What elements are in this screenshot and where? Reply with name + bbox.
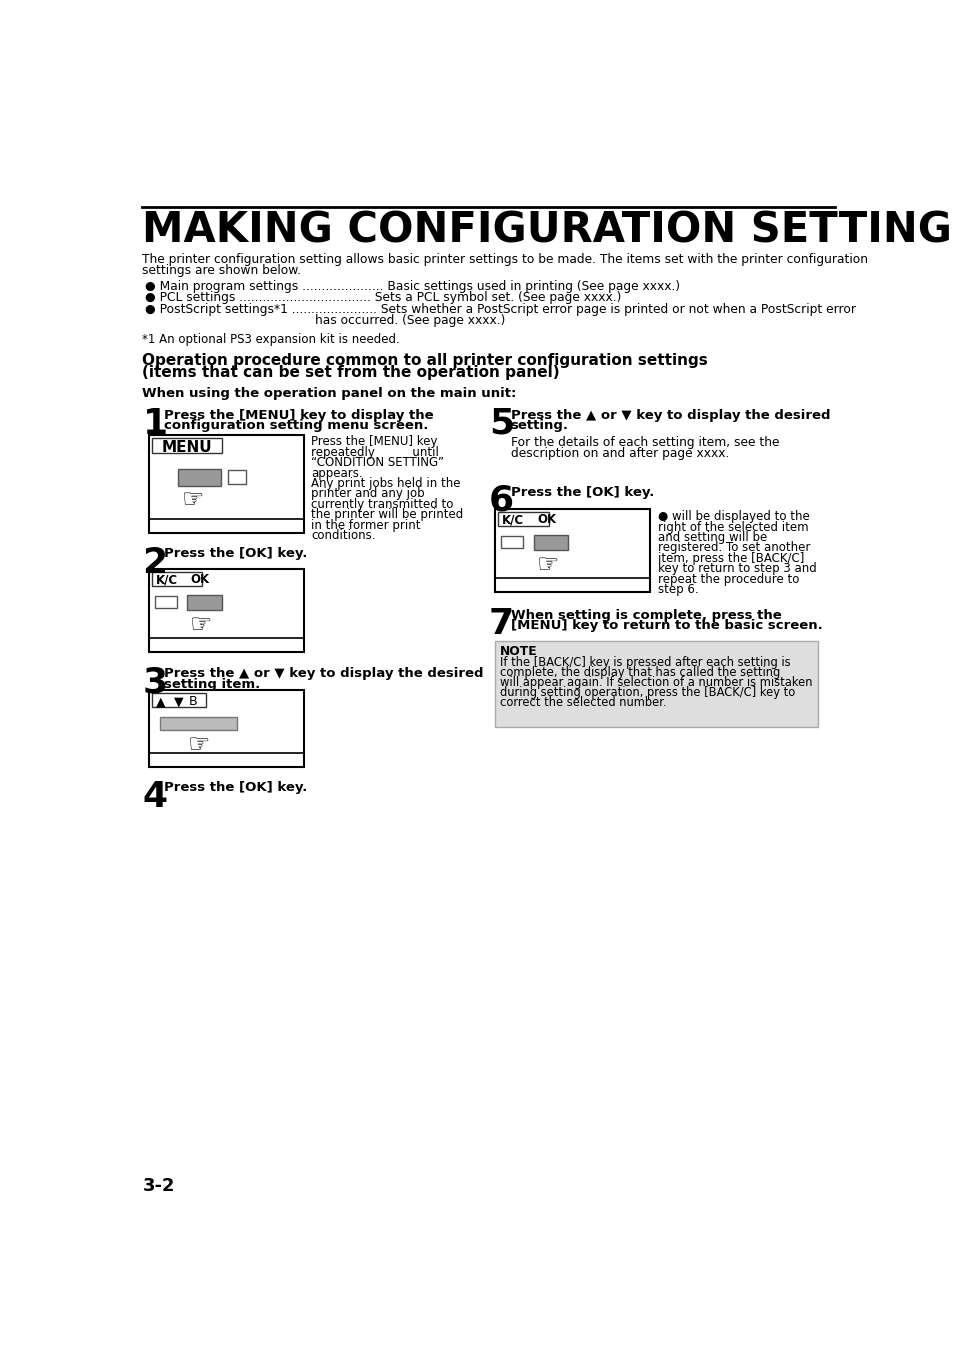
Text: complete, the display that has called the setting: complete, the display that has called th…: [499, 666, 780, 680]
Text: ● PostScript settings*1 ...................... Sets whether a PostScript error p: ● PostScript settings*1 ................…: [145, 303, 855, 316]
Text: during setting operation, press the [BACK/C] key to: during setting operation, press the [BAC…: [499, 686, 794, 700]
Text: ☞: ☞: [537, 554, 558, 577]
Text: (items that can be set from the operation panel): (items that can be set from the operatio…: [142, 365, 559, 381]
Bar: [534, 535, 567, 550]
Text: description on and after page xxxx.: description on and after page xxxx.: [510, 447, 728, 461]
Text: settings are shown below.: settings are shown below.: [142, 263, 301, 277]
Text: step 6.: step 6.: [658, 582, 698, 596]
Text: OK: OK: [537, 513, 556, 527]
Text: has occurred. (See page xxxx.): has occurred. (See page xxxx.): [315, 313, 505, 327]
Text: Press the [OK] key.: Press the [OK] key.: [164, 547, 307, 561]
Text: If the [BACK/C] key is pressed after each setting is: If the [BACK/C] key is pressed after eac…: [499, 657, 790, 670]
Bar: [149, 690, 303, 767]
Text: Operation procedure common to all printer configuration settings: Operation procedure common to all printe…: [142, 353, 707, 367]
Bar: [495, 642, 817, 727]
Text: Press the ▲ or ▼ key to display the desired: Press the ▲ or ▼ key to display the desi…: [510, 408, 829, 422]
Text: 6: 6: [488, 484, 514, 517]
Bar: [178, 469, 220, 485]
Text: NOTE: NOTE: [499, 644, 537, 658]
Bar: [495, 508, 649, 592]
Text: setting.: setting.: [510, 419, 568, 432]
Text: 5: 5: [488, 407, 514, 440]
Bar: [228, 470, 246, 484]
Text: MENU: MENU: [161, 440, 212, 455]
Text: B: B: [189, 694, 197, 708]
Bar: [152, 438, 221, 453]
Text: When setting is complete, press the: When setting is complete, press the: [510, 609, 781, 621]
Text: ☞: ☞: [188, 734, 210, 758]
Text: appears.: appears.: [311, 466, 363, 480]
Text: MAKING CONFIGURATION SETTING: MAKING CONFIGURATION SETTING: [142, 209, 951, 251]
Text: Press the [OK] key.: Press the [OK] key.: [510, 485, 654, 499]
Text: in the former print: in the former print: [311, 519, 420, 532]
Bar: [159, 716, 236, 731]
Text: the printer will be printed: the printer will be printed: [311, 508, 463, 521]
Bar: [149, 569, 303, 651]
Text: registered. To set another: registered. To set another: [658, 542, 809, 554]
Text: Press the [MENU] key: Press the [MENU] key: [311, 435, 437, 449]
Text: correct the selected number.: correct the selected number.: [499, 697, 666, 709]
Text: Press the [MENU] key to display the: Press the [MENU] key to display the: [164, 408, 434, 422]
Text: ● PCL settings .................................. Sets a PCL symbol set. (See pa: ● PCL settings .........................…: [145, 292, 620, 304]
Text: “CONDITION SETTING”: “CONDITION SETTING”: [311, 457, 444, 469]
Bar: [500, 535, 522, 549]
Text: ☞: ☞: [181, 489, 204, 512]
Text: setting item.: setting item.: [164, 678, 260, 690]
Text: OK: OK: [191, 573, 210, 586]
Text: 3: 3: [142, 666, 168, 700]
Text: The printer configuration setting allows basic printer settings to be made. The : The printer configuration setting allows…: [142, 253, 867, 266]
Bar: [149, 435, 303, 534]
Text: key to return to step 3 and: key to return to step 3 and: [658, 562, 816, 576]
Text: Press the [OK] key.: Press the [OK] key.: [164, 781, 307, 794]
Text: and setting will be: and setting will be: [658, 531, 766, 544]
Text: 4: 4: [142, 780, 168, 813]
Text: ● will be displayed to the: ● will be displayed to the: [658, 511, 809, 523]
Text: ● Main program settings ..................... Basic settings used in printing (S: ● Main program settings ................…: [145, 280, 679, 293]
Text: conditions.: conditions.: [311, 530, 375, 542]
Text: ▼: ▼: [173, 694, 183, 708]
Bar: [152, 571, 202, 585]
Text: ▲: ▲: [156, 694, 166, 708]
Text: item, press the [BACK/C]: item, press the [BACK/C]: [658, 551, 803, 565]
Bar: [152, 693, 206, 708]
Text: currently transmitted to: currently transmitted to: [311, 497, 454, 511]
Text: *1 An optional PS3 expansion kit is needed.: *1 An optional PS3 expansion kit is need…: [142, 334, 400, 346]
Text: Press the ▲ or ▼ key to display the desired: Press the ▲ or ▼ key to display the desi…: [164, 667, 483, 681]
Text: 3-2: 3-2: [142, 1177, 174, 1196]
Text: When using the operation panel on the main unit:: When using the operation panel on the ma…: [142, 386, 517, 400]
Text: ☞: ☞: [190, 613, 213, 638]
Text: Any print jobs held in the: Any print jobs held in the: [311, 477, 460, 490]
Text: K/C: K/C: [155, 573, 177, 586]
Text: 2: 2: [142, 546, 168, 580]
Text: right of the selected item: right of the selected item: [658, 520, 807, 534]
Text: K/C: K/C: [501, 513, 524, 527]
Text: repeatedly          until: repeatedly until: [311, 446, 439, 459]
Text: repeat the procedure to: repeat the procedure to: [658, 573, 799, 585]
Text: [MENU] key to return to the basic screen.: [MENU] key to return to the basic screen…: [510, 620, 821, 632]
Text: configuration setting menu screen.: configuration setting menu screen.: [164, 419, 428, 432]
Bar: [187, 594, 221, 611]
Text: For the details of each setting item, see the: For the details of each setting item, se…: [510, 436, 779, 450]
Text: 7: 7: [488, 607, 514, 642]
Bar: [497, 512, 548, 526]
Text: will appear again. If selection of a number is mistaken: will appear again. If selection of a num…: [499, 677, 811, 689]
Bar: [154, 596, 176, 608]
Text: 1: 1: [142, 407, 168, 440]
Text: printer and any job: printer and any job: [311, 488, 425, 500]
